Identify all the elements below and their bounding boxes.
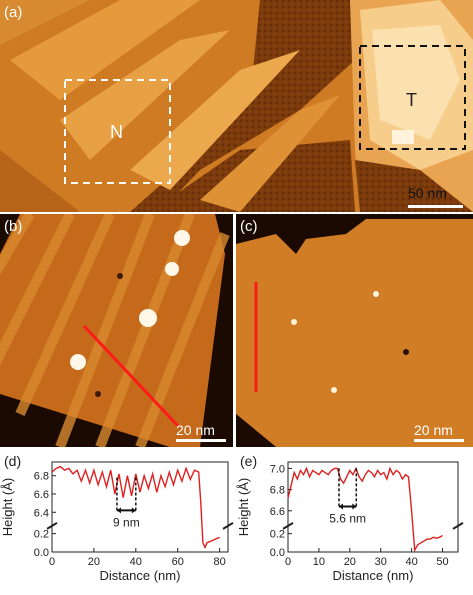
panel-b-topography — [0, 214, 233, 447]
y-tick-label: 6.8 — [270, 485, 285, 497]
annotation-arrowhead — [339, 503, 343, 510]
y-tick-label: 0.0 — [270, 547, 285, 559]
axis-break-mark — [222, 522, 234, 530]
region-label-n: N — [110, 122, 123, 142]
y-tick-label: 0.2 — [270, 529, 285, 541]
panel-c-topography — [236, 214, 473, 447]
scale-bar — [408, 205, 463, 208]
scale-bar-label: 20 nm — [176, 422, 215, 438]
annotation-label: 5.6 nm — [329, 512, 366, 526]
x-tick-label: 30 — [375, 556, 387, 568]
y-tick-label: 6.4 — [34, 507, 49, 519]
panel-label: (d) — [4, 453, 21, 469]
axis-break-mark — [46, 522, 58, 530]
x-tick-label: 0 — [49, 556, 55, 568]
y-tick-label: 6.8 — [34, 471, 49, 483]
x-tick-label: 40 — [406, 556, 418, 568]
plot-frame — [287, 461, 459, 553]
y-tick-label: 0.2 — [34, 529, 49, 541]
y-tick-label: 6.6 — [34, 489, 49, 501]
scale-bar-label: 20 nm — [414, 422, 453, 438]
annotation-arrowhead — [352, 503, 357, 510]
plot-frame — [51, 461, 229, 553]
y-axis-label: Height (Å) — [236, 478, 251, 537]
region-box-t — [359, 45, 466, 150]
axis-break-mark — [452, 522, 464, 530]
y-tick-label: 6.6 — [270, 506, 285, 518]
annotation-arrowhead — [131, 507, 136, 514]
x-tick-label: 20 — [88, 556, 100, 568]
panel-c-stm-image: (c) 20 nm — [236, 214, 473, 447]
y-tick-label: 7.0 — [270, 463, 285, 475]
x-tick-label: 50 — [436, 556, 448, 568]
region-box-n — [64, 79, 171, 184]
x-tick-label: 10 — [313, 556, 325, 568]
panel-a-stm-image: (a) N T 50 nm — [0, 0, 473, 212]
panel-b-stm-image: (b) 20 nm — [0, 214, 233, 447]
panel-label: (c) — [240, 218, 258, 235]
series-line — [51, 465, 220, 550]
x-tick-label: 80 — [213, 556, 225, 568]
x-tick-label: 40 — [130, 556, 142, 568]
x-tick-label: 0 — [285, 556, 291, 568]
x-tick-label: 20 — [344, 556, 356, 568]
panel-label: (a) — [4, 4, 23, 21]
y-tick-label: 0.0 — [34, 547, 49, 559]
panel-a-topography — [0, 0, 473, 212]
x-tick-label: 60 — [172, 556, 184, 568]
scale-bar — [414, 439, 464, 442]
panel-label: (e) — [240, 453, 257, 469]
x-axis-label: Distance (nm) — [333, 568, 414, 583]
axis-break-mark — [282, 522, 294, 530]
scale-bar — [176, 439, 226, 442]
x-axis-label: Distance (nm) — [100, 568, 181, 583]
region-label-t: T — [406, 90, 417, 110]
series-line — [287, 466, 443, 553]
y-axis-label: Height (Å) — [0, 478, 15, 537]
height-profile-d: (d) 0.0 0.2 6.4 6.6 6.8 0 20 40 60 80 Distance (nm)… — [0, 453, 234, 583]
annotation-label: 9 nm — [113, 515, 140, 529]
line-profile-b — [82, 324, 180, 428]
panel-label: (b) — [4, 218, 23, 235]
height-profile-e: (e) 0.0 0.2 6.6 6.8 7.0 0 10 20 30 40 50 Distance (n… — [236, 453, 464, 583]
annotation-arrowhead — [116, 507, 121, 514]
scale-bar-label: 50 nm — [408, 185, 447, 201]
